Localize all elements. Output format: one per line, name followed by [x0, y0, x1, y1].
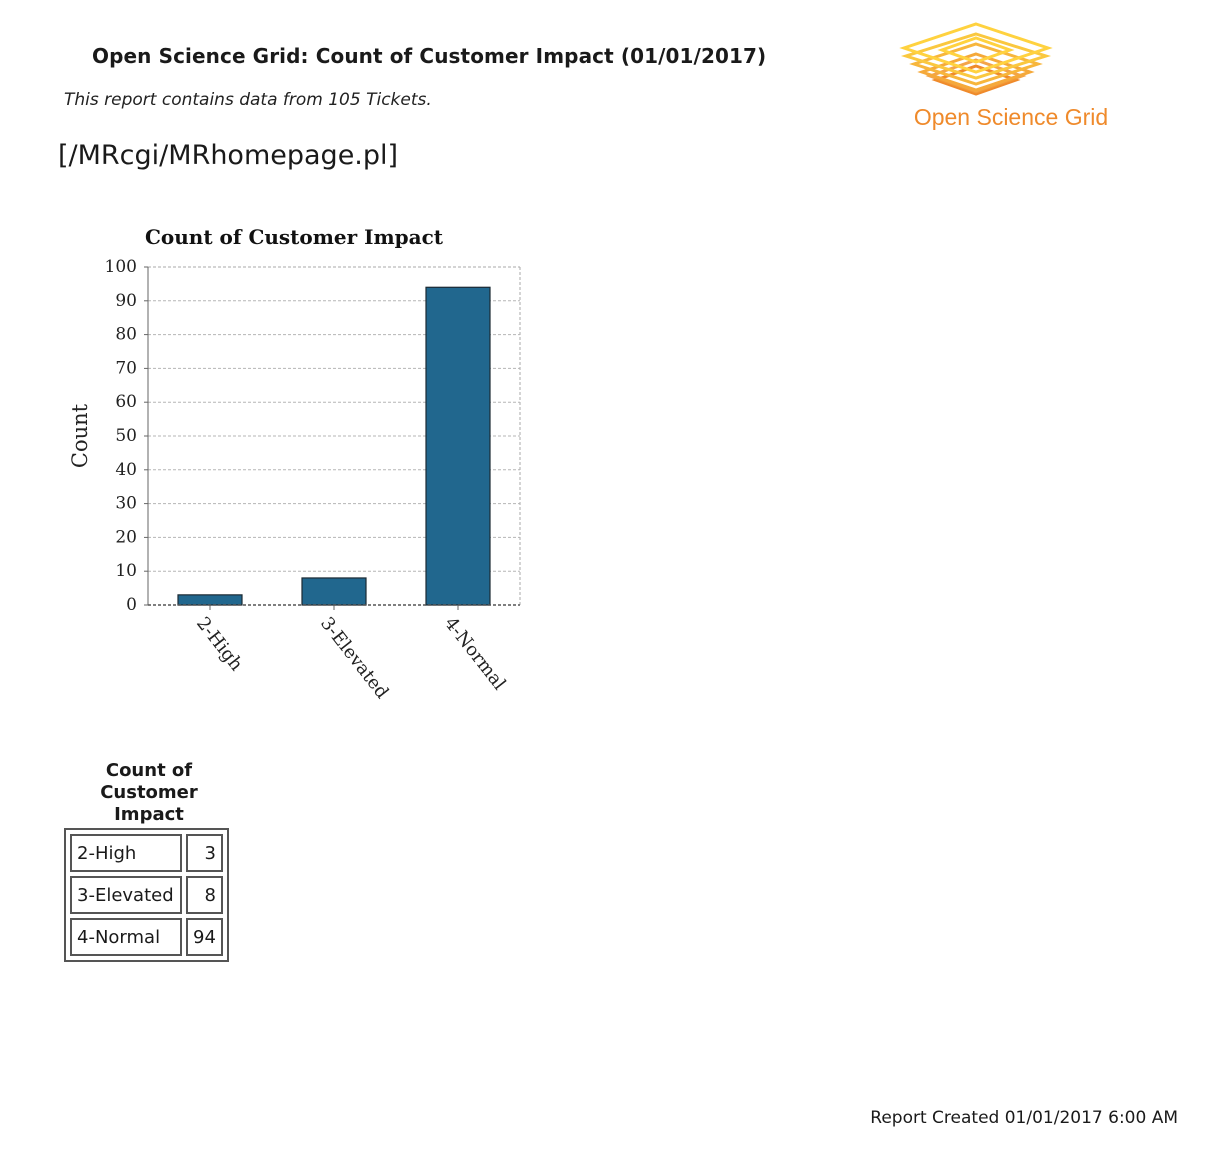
bar-chart-svg: Count of Customer Impact 0 10 20 30 40 50 60 70 8…	[68, 225, 521, 703]
bar-3-elevated	[301, 577, 367, 606]
table-cell-count: 94	[186, 918, 223, 956]
y-tick-label: 80	[115, 325, 137, 345]
x-tick-label: 2-High	[192, 613, 247, 675]
table-cell-category: 4-Normal	[70, 918, 182, 956]
table-cell-count: 8	[186, 876, 223, 914]
y-tick-label: 10	[115, 561, 137, 581]
summary-table-block: Count of Customer Impact 2-High 3 3-Elevat…	[64, 760, 234, 962]
customer-impact-chart: Count of Customer Impact 0 10 20 30 40 50 60 70 8…	[60, 218, 540, 718]
y-tick-label: 90	[115, 291, 137, 311]
y-tick-label: 40	[115, 460, 137, 480]
y-tick-label: 100	[105, 257, 137, 277]
bar-4-normal	[425, 286, 491, 606]
y-tick-label: 20	[115, 527, 137, 547]
y-tick-label: 70	[115, 358, 137, 378]
x-tick-label: 3-Elevated	[316, 613, 393, 703]
y-tick-label: 30	[115, 494, 137, 514]
osg-logo-text: Open Science Grid	[913, 104, 1109, 130]
bar-2-high	[177, 594, 243, 606]
x-tick-label: 4-Normal	[440, 613, 510, 694]
report-title: Open Science Grid: Count of Customer Imp…	[92, 44, 767, 68]
table-row: 2-High 3	[70, 834, 223, 872]
osg-logo: Open Science Grid	[898, 20, 1124, 140]
y-axis-label: Count	[68, 403, 92, 468]
chart-title: Count of Customer Impact	[145, 225, 444, 249]
y-tick-label: 50	[115, 426, 137, 446]
table-cell-category: 3-Elevated	[70, 876, 182, 914]
y-tick-label: 0	[126, 595, 137, 615]
homepage-link[interactable]: [/MRcgi/MRhomepage.pl]	[58, 140, 399, 171]
table-row: 4-Normal 94	[70, 918, 223, 956]
report-subtitle: This report contains data from 105 Ticke…	[64, 90, 432, 110]
table-caption: Count of Customer Impact	[100, 760, 198, 825]
osg-logo-icon	[899, 22, 1053, 96]
table-row: 3-Elevated 8	[70, 876, 223, 914]
summary-table: 2-High 3 3-Elevated 8 4-Normal 94	[64, 828, 229, 962]
report-created: Report Created 01/01/2017 6:00 AM	[870, 1108, 1178, 1128]
table-cell-count: 3	[186, 834, 223, 872]
table-cell-category: 2-High	[70, 834, 182, 872]
y-tick-label: 60	[115, 392, 137, 412]
